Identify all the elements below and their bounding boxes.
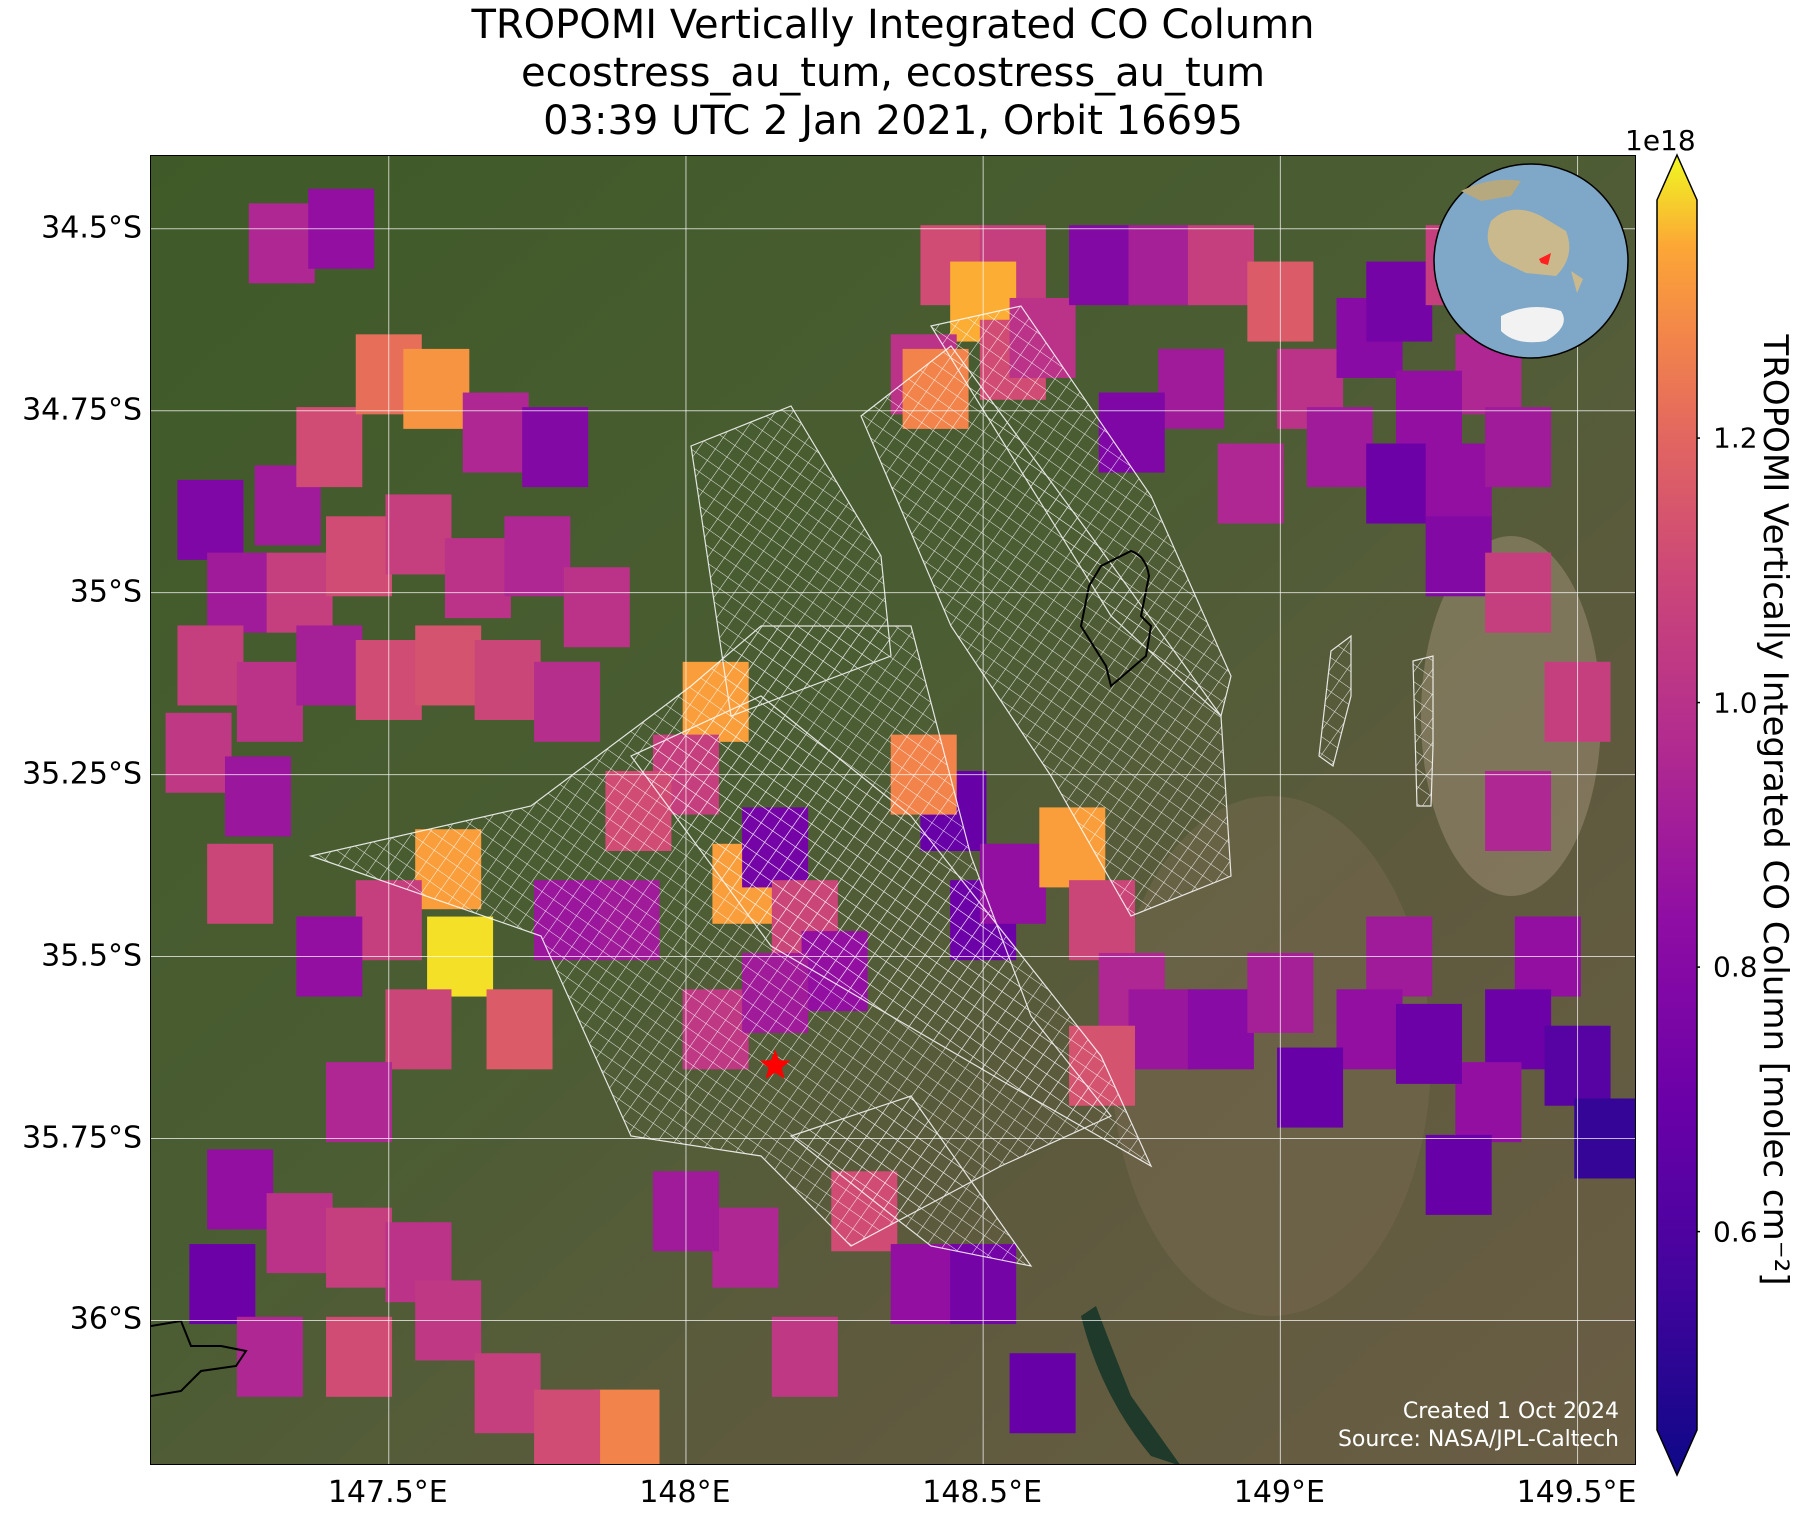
colorbar-tick-label: 1.0 xyxy=(1713,686,1758,720)
co-cell xyxy=(1485,989,1552,1070)
co-cell xyxy=(1158,348,1225,429)
co-cell xyxy=(1128,989,1195,1070)
co-cell xyxy=(1336,989,1403,1070)
co-cell xyxy=(415,625,482,706)
co-cell xyxy=(296,407,363,488)
lat-tick-label: 35°S xyxy=(69,574,142,610)
co-cell xyxy=(326,1316,393,1397)
target-star xyxy=(759,1049,791,1079)
co-cell xyxy=(1366,443,1433,524)
co-cell xyxy=(1425,1134,1492,1215)
co-cell xyxy=(1366,261,1433,342)
globe-icon xyxy=(1433,163,1629,359)
lat-tick-label: 34.5°S xyxy=(41,210,142,246)
co-cell xyxy=(1069,225,1136,306)
lon-tick-label: 148°E xyxy=(639,1475,731,1510)
title-line-3: 03:39 UTC 2 Jan 2021, Orbit 16695 xyxy=(543,98,1243,144)
map-canvas xyxy=(151,156,1635,1464)
lon-tick-label: 147.5°E xyxy=(327,1475,448,1510)
co-cell xyxy=(296,625,363,706)
co-cell xyxy=(1485,771,1552,851)
co-cell xyxy=(385,989,452,1070)
inset-globe xyxy=(1431,161,1631,361)
credit-source: Source: NASA/JPL-Caltech xyxy=(1337,1427,1619,1452)
co-cell xyxy=(1455,1062,1522,1143)
lat-tick-label: 36°S xyxy=(69,1301,142,1337)
co-cell xyxy=(462,392,529,473)
co-cell xyxy=(403,348,470,429)
map-area[interactable]: Created 1 Oct 2024 Source: NASA/JPL-Calt… xyxy=(150,155,1636,1465)
lat-tick-label: 35.5°S xyxy=(41,938,142,974)
co-cell xyxy=(890,1244,957,1325)
co-cell xyxy=(1009,1353,1076,1434)
co-cell xyxy=(189,1244,256,1325)
lat-tick-label: 34.75°S xyxy=(22,392,142,428)
credit-created: Created 1 Oct 2024 xyxy=(1402,1399,1619,1424)
co-cell xyxy=(1217,443,1284,524)
co-cell xyxy=(563,567,630,648)
co-cell xyxy=(1187,225,1254,306)
colorbar-label: TROPOMI Vertically Integrated CO Column … xyxy=(1755,334,1795,1286)
co-cell xyxy=(474,1353,541,1434)
co-cell xyxy=(504,516,571,597)
co-cell xyxy=(177,479,244,560)
co-cell xyxy=(236,661,303,742)
co-cell xyxy=(1277,1047,1344,1128)
co-cell xyxy=(534,661,601,742)
co-cell xyxy=(1425,443,1492,524)
lat-tick-label: 35.25°S xyxy=(22,756,142,792)
co-cell xyxy=(165,712,232,793)
co-cell xyxy=(444,538,511,619)
map-gridlines xyxy=(151,156,1635,1464)
lon-tick-label: 148.5°E xyxy=(922,1475,1043,1510)
co-cell xyxy=(385,494,452,575)
co-cell xyxy=(326,1062,393,1143)
reservoir xyxy=(1081,1306,1180,1464)
co-cell xyxy=(1395,1003,1462,1084)
lon-tick-label: 149.5°E xyxy=(1516,1475,1637,1510)
colorbar-tick-label: 1.2 xyxy=(1713,421,1758,455)
co-cell xyxy=(248,203,315,284)
target-star-icon xyxy=(759,1049,791,1079)
co-cell xyxy=(486,989,553,1070)
co-cell xyxy=(712,1207,779,1288)
co-cell xyxy=(177,625,244,706)
co-cell xyxy=(1187,989,1254,1070)
boundary-line-southwest xyxy=(151,1319,248,1397)
co-cell xyxy=(1128,225,1195,306)
colorbar-exponent: 1e18 xyxy=(1625,124,1696,157)
title-line-1: TROPOMI Vertically Integrated CO Column xyxy=(471,2,1315,48)
colorbar-tick-label: 0.8 xyxy=(1713,950,1758,984)
co-cell xyxy=(326,516,393,597)
co-cell xyxy=(771,1316,838,1397)
co-cell xyxy=(207,1149,274,1230)
co-cell xyxy=(1306,407,1373,488)
boundary-line-act xyxy=(1079,549,1153,688)
lon-tick-label: 149°E xyxy=(1233,1475,1325,1510)
colorbar-tick-label: 0.6 xyxy=(1713,1215,1758,1249)
co-cell xyxy=(224,756,291,837)
co-cell xyxy=(522,407,589,488)
co-cell xyxy=(266,1193,333,1274)
colorbar xyxy=(1656,153,1700,1477)
co-cell xyxy=(593,1389,660,1464)
co-cell xyxy=(326,1207,393,1288)
co-cell xyxy=(1425,516,1492,597)
co-cell xyxy=(474,640,541,720)
co-cell xyxy=(207,843,274,924)
ecostress-footprints xyxy=(308,305,1434,1267)
co-cell xyxy=(534,1389,601,1464)
title-line-2: ecostress_au_tum, ecostress_au_tum xyxy=(520,50,1266,96)
lat-tick-label: 35.75°S xyxy=(22,1120,142,1155)
co-cell xyxy=(1485,407,1552,488)
co-cell xyxy=(236,1316,303,1397)
